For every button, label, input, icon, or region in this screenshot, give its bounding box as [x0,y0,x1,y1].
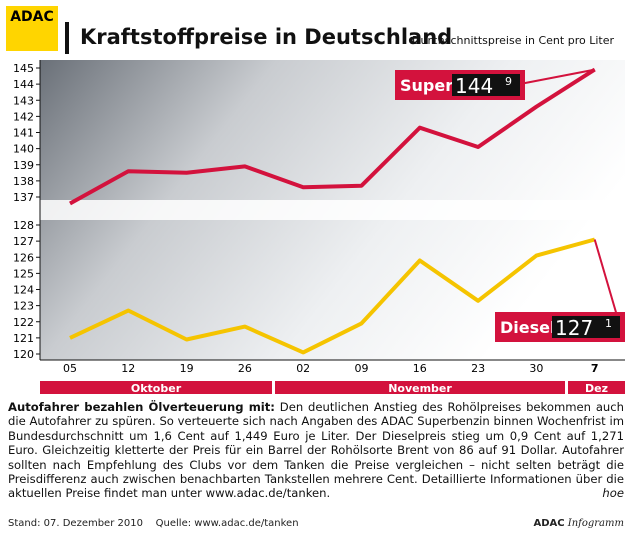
display-main: 144 [455,74,493,98]
y2-tick-label: 123 [13,300,34,313]
y2-tick-label: 125 [13,267,34,280]
display-main: 127 [555,316,593,340]
y-tick-label: 137 [13,191,34,204]
y-tick-label: 144 [13,78,34,91]
y-tick-label: 145 [13,62,34,75]
y2-tick-label: 127 [13,235,34,248]
x-tick-label: 26 [238,362,252,375]
callout-line [593,239,621,327]
logo-box [6,6,58,51]
y2-tick-label: 126 [13,251,34,264]
x-tick-label: 05 [63,362,77,375]
y2-tick-label: 122 [13,316,34,329]
y-tick-label: 139 [13,159,34,172]
article: Autofahrer bezahlen Ölverteuerung mit: D… [8,400,624,501]
title: Kraftstoffpreise in Deutschland [80,25,452,49]
x-tick-label: 23 [471,362,485,375]
line-series [69,237,596,355]
x-tick-label: 02 [296,362,310,375]
series-name: Super [400,76,453,95]
series-name: Diesel [500,318,555,337]
author: hoe [602,486,624,501]
x-tick-label: 12 [121,362,135,375]
month-band [275,381,565,394]
y2-tick-label: 124 [13,284,34,297]
y2-tick-label: 121 [13,332,34,345]
x-tick-label: 09 [355,362,369,375]
x-tick-label: 7 [591,362,599,375]
display [452,74,520,96]
x-tick-label: 16 [413,362,427,375]
y-tick-label: 140 [13,143,34,156]
brand: ADAC [533,518,565,529]
month-band [40,381,272,394]
date: Stand: 07. Dezember 2010 [8,518,143,529]
y2-tick-label: 120 [13,348,34,361]
y2-tick-label: 128 [13,219,34,232]
month-band [568,381,625,394]
axis-break [40,200,625,220]
line-series [69,67,596,206]
y-tick-label: 141 [13,127,34,140]
month-label: Dez [585,382,608,395]
logo: ADAC [10,9,54,25]
body: Den deutlichen Anstieg des Rohölpreises … [8,400,624,501]
y-tick-label: 143 [13,94,34,107]
y-tick-label: 142 [13,110,34,123]
source: Quelle: www.adac.de/tanken [155,518,299,529]
month-label: Oktober [131,382,182,395]
footer: Stand: 07. Dezember 2010 Quelle: www.ada… [8,518,624,529]
x-tick-label: 19 [180,362,194,375]
lead: Autofahrer bezahlen Ölverteuerung mit: [8,400,275,414]
month-label: November [388,382,452,395]
display-decimal: 1 [605,317,612,330]
subtitle: Durchschnittspreise in Cent pro Liter [412,34,614,47]
brand-sub: Infogramm [567,518,624,529]
title-bar [65,22,69,54]
callout-line [519,68,595,85]
x-tick-label: 30 [529,362,543,375]
display-decimal: 9 [505,75,512,88]
y-tick-label: 138 [13,175,34,188]
display [552,316,620,338]
chart: ADAC Kraftstoffpreise in Deutschland Dur… [6,6,625,395]
